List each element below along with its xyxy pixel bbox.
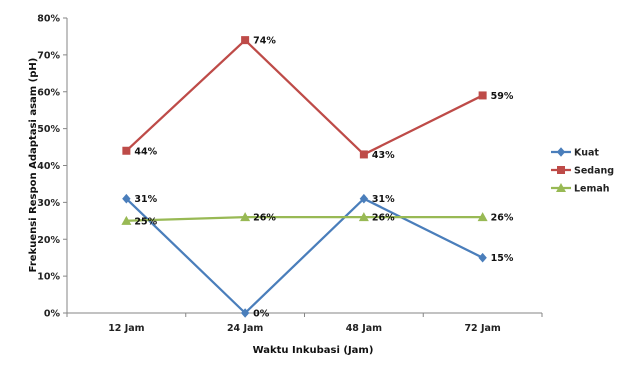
legend-item-sedang: Sedang <box>551 166 614 177</box>
y-axis-title: Frekuensi Respon Adaptasi asam (pH) <box>28 58 39 273</box>
y-tick-label: 20% <box>37 235 60 246</box>
x-tick-label: 48 Jam <box>346 323 382 334</box>
y-tick-label: 30% <box>37 198 60 209</box>
data-label-kuat: 31% <box>134 194 157 205</box>
data-point-lemah <box>121 215 132 225</box>
data-point-lemah <box>358 212 369 222</box>
data-point-kuat <box>359 193 369 204</box>
data-point-kuat <box>122 193 131 204</box>
data-point-sedang <box>241 36 250 45</box>
data-point-lemah <box>240 212 251 222</box>
data-label-kuat: 31% <box>372 194 395 205</box>
data-label-lemah: 26% <box>491 213 514 224</box>
data-point-sedang <box>122 146 131 155</box>
y-tick-label: 40% <box>37 161 60 172</box>
legend: Kuat Sedang Lemah <box>551 147 614 195</box>
legend-label-sedang: Sedang <box>574 166 614 177</box>
data-point-kuat <box>240 308 250 318</box>
x-tick-label: 12 Jam <box>108 323 144 334</box>
data-label-sedang: 59% <box>491 91 514 102</box>
data-label-lemah: 26% <box>372 213 395 224</box>
legend-label-kuat: Kuat <box>574 148 599 159</box>
data-label-sedang: 43% <box>372 150 395 161</box>
y-tick-label: 70% <box>37 50 60 61</box>
y-tick-label: 50% <box>37 124 60 135</box>
data-point-sedang <box>478 91 487 100</box>
series-line-sedang <box>125 38 484 156</box>
legend-marker-kuat <box>556 147 566 157</box>
x-tick-label: 24 Jam <box>227 323 263 334</box>
y-tick-label: 10% <box>37 272 60 283</box>
legend-item-lemah: Lemah <box>551 183 610 195</box>
legend-marker-sedang <box>557 166 565 174</box>
data-label-kuat: 15% <box>491 253 514 264</box>
data-point-kuat <box>478 252 487 263</box>
data-point-sedang <box>359 150 368 159</box>
legend-label-lemah: Lemah <box>574 184 610 195</box>
data-label-lemah: 26% <box>253 213 276 224</box>
series-line-lemah <box>126 216 483 222</box>
data-label-sedang: 44% <box>134 146 157 157</box>
y-tick-label: 60% <box>37 87 60 98</box>
data-point-lemah <box>477 212 488 222</box>
legend-marker-lemah <box>556 183 566 192</box>
legend-item-kuat: Kuat <box>551 147 599 159</box>
series-line-kuat <box>125 197 484 315</box>
y-tick-label: 80% <box>37 14 60 25</box>
x-tick-label: 72 Jam <box>464 323 500 334</box>
data-label-lemah: 25% <box>134 216 157 227</box>
plot-area: 0% 10% 20% 30% 40% 50% 60% 70% 80% 12 Jam 24 Jam 48… <box>37 14 543 334</box>
y-tick-label: 0% <box>44 309 61 320</box>
data-label-sedang: 74% <box>253 36 276 47</box>
x-axis-title: Waktu Inkubasi (Jam) <box>253 345 374 356</box>
data-label-kuat: 0% <box>253 309 270 320</box>
